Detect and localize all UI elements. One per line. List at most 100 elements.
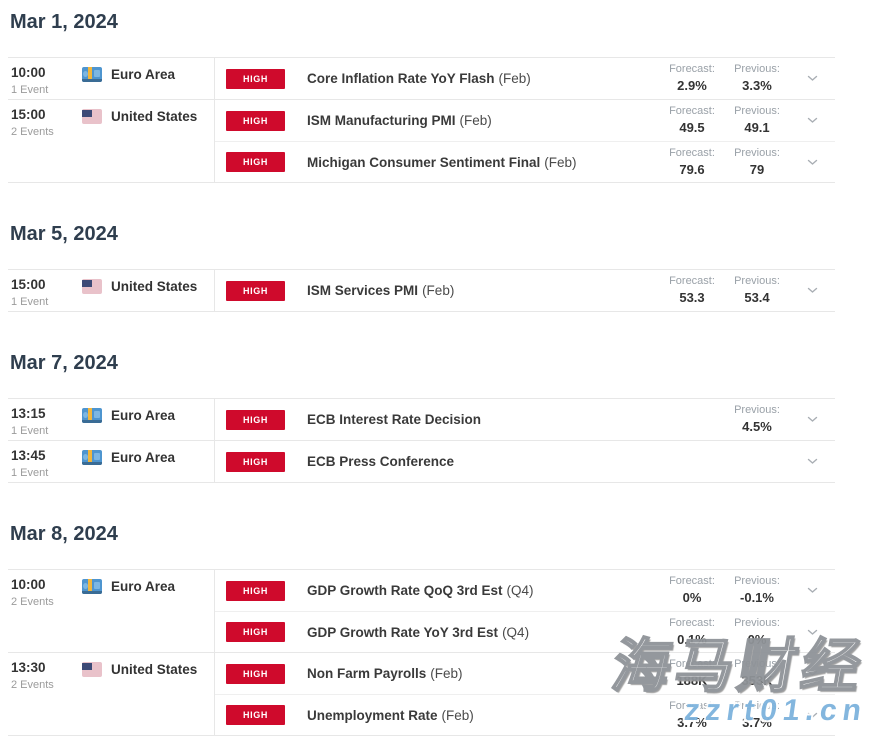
time-block: 13:45 1 Event xyxy=(11,447,82,480)
event-period: (Feb) xyxy=(459,113,492,128)
time-block: 15:00 1 Event xyxy=(11,276,82,309)
forecast-column: Forecast: 49.5 xyxy=(660,105,724,136)
forecast-column: Forecast: 53.3 xyxy=(660,275,724,306)
event-row[interactable]: HIGH Core Inflation Rate YoY Flash (Feb) Fo… xyxy=(215,58,835,99)
forecast-value: 2.9% xyxy=(677,78,707,93)
event-title-text: Core Inflation Rate YoY Flash xyxy=(307,71,495,86)
calendar-sections: Mar 1, 2024 10:00 1 Event Euro Area HIGH Core… xyxy=(8,10,869,736)
day-section: Mar 8, 2024 10:00 2 Events Euro Area HIGH GDP… xyxy=(8,522,869,736)
events-table: 15:00 1 Event United States HIGH ISM Service… xyxy=(8,269,835,312)
importance-badge-high: HIGH xyxy=(226,451,285,472)
event-row[interactable]: HIGH ECB Interest Rate Decision Previous: 4… xyxy=(215,399,835,440)
event-period: (Feb) xyxy=(498,71,531,86)
previous-label: Previous: xyxy=(734,404,780,416)
country-block: Euro Area xyxy=(82,408,175,423)
previous-column: Previous: 0% xyxy=(725,617,789,648)
event-title-text: ISM Manufacturing PMI xyxy=(307,113,456,128)
time-group-row: 10:00 2 Events Euro Area HIGH GDP Growth Rat… xyxy=(8,570,835,653)
event-title: ECB Press Conference xyxy=(307,454,660,469)
forecast-label: Forecast: xyxy=(669,699,715,712)
euro-area-flag-icon xyxy=(82,450,102,465)
event-title-text: Unemployment Rate xyxy=(307,707,438,723)
event-row[interactable]: HIGH GDP Growth Rate YoY 3rd Est (Q4) Forec… xyxy=(215,611,835,652)
event-title-text: Non Farm Payrolls xyxy=(307,666,427,681)
forecast-label: Forecast: xyxy=(669,575,715,587)
forecast-column: Forecast: 2.9% xyxy=(660,63,724,94)
event-row[interactable]: HIGH Non Farm Payrolls (Feb) Forecast: 188K P… xyxy=(215,653,835,694)
forecast-label: Forecast: xyxy=(669,658,715,670)
event-period: (Feb) xyxy=(544,154,577,170)
forecast-label: Forecast: xyxy=(669,105,715,117)
forecast-value: 0.1% xyxy=(677,631,707,647)
chevron-down-icon[interactable] xyxy=(789,458,835,465)
chevron-down-icon[interactable] xyxy=(789,587,835,594)
date-header: Mar 8, 2024 xyxy=(10,523,118,545)
event-list: HIGH Core Inflation Rate YoY Flash (Feb) Fo… xyxy=(215,58,835,99)
previous-value: 53.4 xyxy=(744,290,770,305)
previous-column: Previous: 49.1 xyxy=(725,105,789,136)
chevron-down-icon[interactable] xyxy=(789,629,835,636)
previous-column: Previous: -0.1% xyxy=(725,575,789,606)
forecast-label: Forecast: xyxy=(669,146,715,159)
importance-badge-high: HIGH xyxy=(226,152,285,172)
day-section: Mar 7, 2024 13:15 1 Event Euro Area HIGH ECB … xyxy=(8,351,869,483)
country-name: United States xyxy=(111,109,198,124)
forecast-column: Forecast: 79.6 xyxy=(660,147,724,178)
importance-badge-high: HIGH xyxy=(226,110,285,131)
country-block: United States xyxy=(82,279,197,294)
forecast-column: Forecast: 188K xyxy=(660,658,724,689)
chevron-down-icon[interactable] xyxy=(789,159,835,166)
chevron-down-icon[interactable] xyxy=(789,75,835,82)
previous-value: 353K xyxy=(741,673,773,688)
previous-label: Previous: xyxy=(734,63,780,75)
event-title: Michigan Consumer Sentiment Final (Feb) xyxy=(307,155,660,170)
event-row[interactable]: HIGH ISM Services PMI (Feb) Forecast: 53.3 Pr… xyxy=(215,270,835,311)
time-country-cell: 13:30 2 Events United States xyxy=(8,653,215,735)
importance-badge-high: HIGH xyxy=(226,68,285,89)
forecast-label: Forecast: xyxy=(669,63,715,75)
forecast-label: Forecast: xyxy=(669,275,715,287)
importance-badge-high: HIGH xyxy=(226,280,285,301)
country-block: Euro Area xyxy=(82,579,175,594)
united-states-flag-icon xyxy=(82,662,102,677)
previous-value: 79 xyxy=(749,161,765,177)
forecast-value: 0% xyxy=(682,590,702,605)
chevron-down-icon[interactable] xyxy=(789,416,835,423)
country-name: Euro Area xyxy=(111,408,176,423)
time-country-cell: 13:15 1 Event Euro Area xyxy=(8,399,215,440)
chevron-down-icon[interactable] xyxy=(789,117,835,124)
time-group-row: 15:00 2 Events United States HIGH ISM Manufa… xyxy=(8,100,835,183)
country-name: United States xyxy=(111,279,198,294)
chevron-down-icon[interactable] xyxy=(789,712,835,719)
day-section: Mar 1, 2024 10:00 1 Event Euro Area HIGH Core… xyxy=(8,10,869,183)
country-name: Euro Area xyxy=(111,67,176,82)
time-country-cell: 15:00 1 Event United States xyxy=(8,270,215,311)
previous-value: 49.1 xyxy=(744,120,770,135)
forecast-value: 49.5 xyxy=(679,120,705,135)
country-block: Euro Area xyxy=(82,67,175,82)
event-row[interactable]: HIGH GDP Growth Rate QoQ 3rd Est (Q4) Forec… xyxy=(215,570,835,611)
forecast-value: 188K xyxy=(676,673,708,688)
event-title: ISM Services PMI (Feb) xyxy=(307,283,660,298)
event-row[interactable]: HIGH ISM Manufacturing PMI (Feb) Forecast: 4… xyxy=(215,100,835,141)
event-list: HIGH GDP Growth Rate QoQ 3rd Est (Q4) Forec… xyxy=(215,570,835,652)
country-block: United States xyxy=(82,662,197,677)
event-row[interactable]: HIGH Unemployment Rate (Feb) Forecast: 3.7% P… xyxy=(215,694,835,735)
country-name: Euro Area xyxy=(111,450,176,465)
date-header: Mar 5, 2024 xyxy=(10,223,118,245)
united-states-flag-icon xyxy=(82,279,102,294)
time-block: 10:00 2 Events xyxy=(11,576,82,609)
previous-value: 4.5% xyxy=(742,419,772,434)
event-row[interactable]: HIGH ECB Press Conference xyxy=(215,441,835,482)
time-group-row: 10:00 1 Event Euro Area HIGH Core Inflation … xyxy=(8,58,835,100)
chevron-down-icon[interactable] xyxy=(789,287,835,294)
event-list: HIGH Non Farm Payrolls (Feb) Forecast: 188K P… xyxy=(215,653,835,735)
previous-label: Previous: xyxy=(734,146,780,159)
event-row[interactable]: HIGH Michigan Consumer Sentiment Final (Fe… xyxy=(215,141,835,182)
chevron-down-icon[interactable] xyxy=(789,670,835,677)
event-time: 15:00 xyxy=(11,107,46,122)
event-time: 10:00 xyxy=(11,65,46,80)
event-title-text: ECB Interest Rate Decision xyxy=(307,412,482,427)
event-title: ISM Manufacturing PMI (Feb) xyxy=(307,113,660,128)
country-name: Euro Area xyxy=(111,579,176,594)
